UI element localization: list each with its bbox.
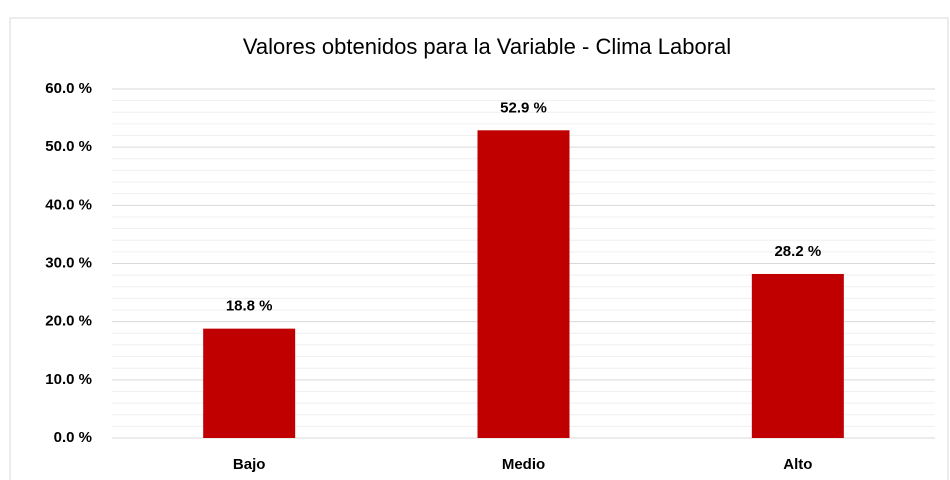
x-tick-label: Bajo — [233, 456, 266, 473]
y-tick-label: 40.0 % — [45, 196, 92, 213]
x-tick-label: Alto — [783, 456, 812, 473]
bar — [477, 130, 570, 438]
y-tick-label: 0.0 % — [54, 429, 92, 446]
y-tick-label: 50.0 % — [45, 138, 92, 155]
x-tick-label: Medio — [502, 456, 545, 473]
y-tick-label: 10.0 % — [45, 371, 92, 388]
y-tick-label: 30.0 % — [45, 254, 92, 271]
y-tick-label: 60.0 % — [45, 80, 92, 97]
value-label: 52.9 % — [500, 99, 547, 116]
y-tick-label: 20.0 % — [45, 313, 92, 330]
chart-title: Valores obtenidos para la Variable - Cli… — [243, 34, 731, 59]
bar — [751, 273, 844, 438]
value-label: 28.2 % — [774, 243, 821, 260]
bar — [203, 328, 296, 438]
value-label: 18.8 % — [226, 298, 273, 315]
